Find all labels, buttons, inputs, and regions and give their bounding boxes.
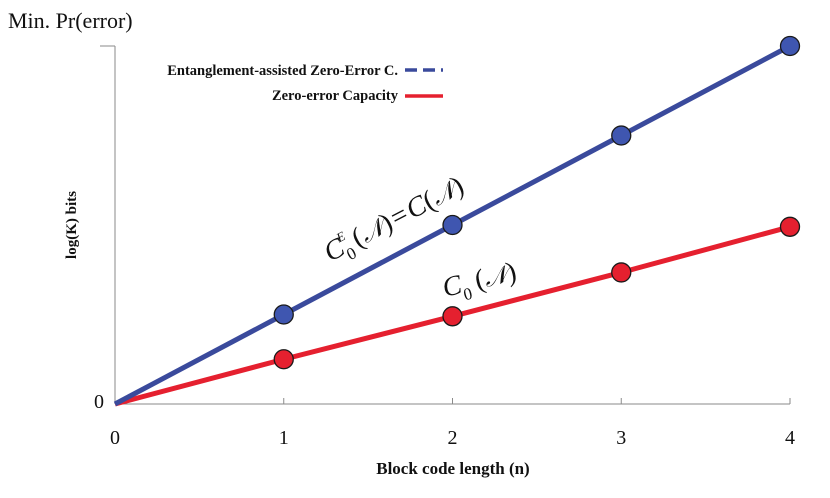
axis-ticks: 0 1 2 3 4 0 <box>94 391 795 449</box>
series-0-point-3 <box>611 125 632 146</box>
annotation-zero-error-sub: 0 <box>462 284 475 304</box>
x-tick-label-4: 4 <box>785 427 795 449</box>
series-1-point-4 <box>779 216 801 237</box>
legend-label-zero-error: Zero-error Capacity <box>272 88 399 104</box>
y-axis-label: log(K) bits <box>64 191 80 259</box>
series-1-point-3 <box>611 262 632 283</box>
series-1-point-1 <box>273 349 294 370</box>
series-0-point-2 <box>442 214 463 236</box>
plot-area <box>113 35 801 407</box>
x-tick-label-1: 1 <box>279 427 289 449</box>
series-0-point-1 <box>273 304 294 325</box>
x-axis-label: Block code length (n) <box>376 459 529 478</box>
x-tick-label-3: 3 <box>616 427 626 449</box>
x-tick-label-0: 0 <box>110 427 120 449</box>
y-tick-label-0: 0 <box>94 391 104 413</box>
series-0-point-4 <box>779 35 801 57</box>
legend-label-entanglement: Entanglement-assisted Zero-Error C. <box>167 63 398 79</box>
x-axis-label-text: Block code length (n) <box>376 459 529 478</box>
top-left-label: Min. Pr(error) <box>8 8 133 33</box>
series-1-point-2 <box>442 306 463 327</box>
legend: Entanglement-assisted Zero-Error C. Zero… <box>167 63 443 104</box>
x-tick-label-2: 2 <box>448 427 458 449</box>
